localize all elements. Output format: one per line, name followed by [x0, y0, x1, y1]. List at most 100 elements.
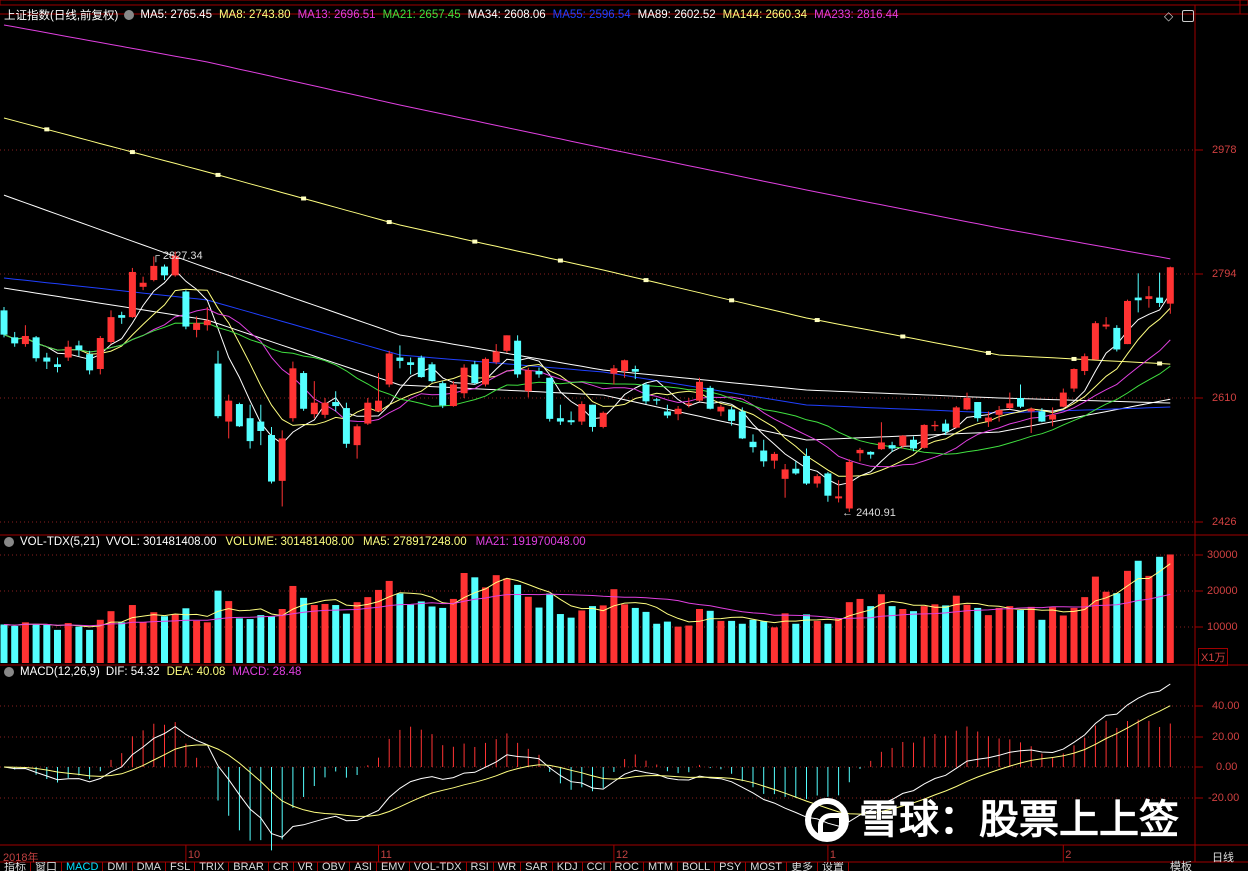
tab-wr[interactable]: WR: [494, 862, 522, 871]
candle-body: [824, 473, 832, 496]
volume-bar: [1081, 597, 1089, 663]
indicator-tab-bar: 指标 窗口 MACD DMI DMA FSL TRIX BRAR CR VR OBV ASI EMV VO…: [0, 862, 1160, 871]
candle-body: [1113, 327, 1121, 350]
tab-窗口[interactable]: 窗口: [31, 862, 62, 871]
tab-指标[interactable]: 指标: [0, 862, 31, 871]
volume-header: VOL-TDX(5,21) VVOL: 301481408.00 VOLUME: …: [4, 536, 586, 548]
candle-body: [524, 370, 532, 392]
candle-body: [86, 354, 94, 371]
volume-bar: [439, 607, 447, 663]
volume-bar: [182, 608, 190, 663]
panel-toggle-icon[interactable]: [1182, 10, 1194, 22]
candle-body: [118, 315, 126, 318]
ma144-marker: [472, 239, 478, 244]
volume-bar: [781, 613, 789, 663]
volume-bar: [942, 605, 950, 663]
volume-bar: [96, 619, 104, 663]
candle-body: [364, 402, 372, 424]
candle-body: [514, 340, 522, 375]
low-annotation: ← 2440.91: [842, 507, 896, 519]
tab-更多[interactable]: 更多: [787, 862, 818, 871]
candle-body: [920, 424, 928, 448]
tab-kdj[interactable]: KDJ: [553, 862, 583, 871]
tab-boll[interactable]: BOLL: [678, 862, 716, 871]
volume-bar: [417, 601, 425, 663]
tab-most[interactable]: MOST: [746, 862, 787, 871]
volume-bar: [225, 601, 233, 663]
tab-dmi[interactable]: DMI: [103, 862, 133, 871]
tab-roc[interactable]: ROC: [611, 862, 644, 871]
price-tick: 2794: [1212, 268, 1237, 280]
candle-body: [32, 337, 40, 359]
volume-bar: [1124, 570, 1131, 663]
tab-fsl[interactable]: FSL: [166, 862, 196, 871]
indicator-value: DEA: 40.08: [166, 666, 226, 678]
candle-body: [760, 450, 768, 462]
candle-body: [171, 255, 179, 276]
tab-trix[interactable]: TRIX: [195, 862, 230, 871]
volume-bar: [995, 607, 1003, 663]
template-button[interactable]: 模板: [1170, 861, 1192, 871]
candle-body: [1027, 408, 1035, 412]
candle-body: [942, 423, 950, 432]
candle-body: [235, 404, 243, 427]
indicator-value: MA8: 2743.80: [218, 9, 291, 21]
volume-bar: [32, 624, 40, 663]
volume-bar: [321, 603, 329, 663]
volume-bar: [1145, 575, 1153, 663]
candle-body: [984, 417, 992, 422]
tab-设置[interactable]: 设置: [818, 862, 849, 871]
collapse-icon[interactable]: [4, 667, 14, 677]
tab-macd[interactable]: MACD: [62, 862, 104, 871]
volume-bar: [11, 625, 19, 663]
diamond-icon[interactable]: ◇: [1164, 9, 1174, 23]
tab-cci[interactable]: CCI: [583, 862, 611, 871]
tab-psy[interactable]: PSY: [715, 862, 747, 871]
candle-body: [803, 455, 810, 484]
candle-body: [974, 402, 982, 419]
candle-body: [214, 363, 222, 417]
candle-body: [717, 406, 725, 412]
volume-bar: [161, 616, 168, 663]
candle-body: [1134, 297, 1142, 301]
tab-dma[interactable]: DMA: [133, 862, 167, 871]
volume-bar: [1091, 576, 1099, 663]
candle-body: [653, 399, 661, 401]
volume-bar: [835, 618, 843, 663]
tab-vol-tdx[interactable]: VOL-TDX: [410, 862, 467, 871]
volume-bar: [1070, 607, 1078, 663]
period-label[interactable]: 日线: [1212, 852, 1234, 864]
candle-body: [738, 411, 746, 439]
candle-body: [300, 373, 308, 409]
candle-body: [696, 381, 703, 401]
ma144-marker: [814, 318, 820, 323]
ma144-marker: [386, 220, 392, 225]
tab-obv[interactable]: OBV: [318, 862, 351, 871]
candle-body: [246, 418, 254, 442]
candle-body: [503, 335, 511, 351]
volume-bar: [556, 614, 564, 663]
tab-cr[interactable]: CR: [269, 862, 294, 871]
volume-bar: [1027, 606, 1035, 663]
tab-emv[interactable]: EMV: [377, 862, 410, 871]
tab-vr[interactable]: VR: [294, 862, 318, 871]
collapse-icon[interactable]: [124, 10, 135, 20]
price-tick: 2610: [1212, 392, 1237, 404]
tab-rsi[interactable]: RSI: [467, 862, 494, 871]
candle-body: [449, 384, 457, 407]
volume-bar: [407, 604, 415, 663]
watermark: 雪球：股票上上签: [805, 797, 1179, 843]
candle-body: [257, 421, 265, 431]
collapse-icon[interactable]: [4, 537, 14, 547]
tab-asi[interactable]: ASI: [350, 862, 377, 871]
volume-bar: [813, 620, 821, 663]
tab-mtm[interactable]: MTM: [644, 862, 679, 871]
volume-bar: [0, 624, 8, 663]
candle-body: [203, 320, 211, 326]
candle-body: [899, 435, 907, 446]
tab-sar[interactable]: SAR: [521, 862, 553, 871]
tab-brar[interactable]: BRAR: [229, 862, 269, 871]
line-ma144: [3, 117, 1171, 365]
candle-body: [567, 420, 575, 423]
candle-body: [931, 424, 939, 427]
